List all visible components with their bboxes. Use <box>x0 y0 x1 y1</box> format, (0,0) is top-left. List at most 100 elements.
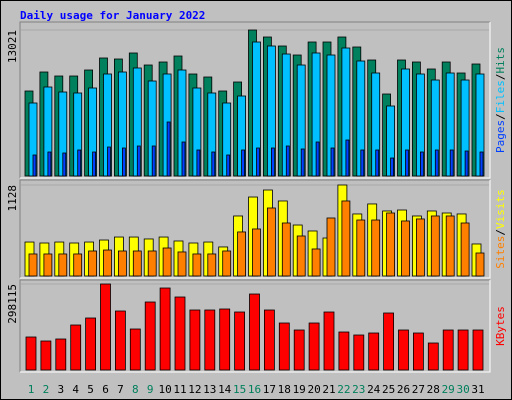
legend-entry: KBytes <box>494 306 507 346</box>
bar <box>28 253 38 277</box>
bar <box>430 215 440 277</box>
legend-separator: / <box>494 229 507 236</box>
bar <box>144 301 156 371</box>
x-tick-label: 22 <box>337 383 350 396</box>
bar <box>383 312 395 371</box>
bar <box>40 340 52 371</box>
bar <box>323 311 335 371</box>
legend-entry: Files <box>494 80 507 113</box>
bar <box>237 231 247 277</box>
bar <box>177 251 187 277</box>
x-tick-label: 27 <box>412 383 425 396</box>
bar <box>263 309 275 371</box>
bar <box>222 250 232 277</box>
x-tick-label: 16 <box>248 383 261 396</box>
bar <box>353 334 365 371</box>
x-tick-label: 1 <box>28 383 35 396</box>
bar <box>219 308 231 371</box>
bar <box>398 329 409 371</box>
x-tick-label: 25 <box>382 383 395 396</box>
bar <box>427 342 439 371</box>
legend: Pages/Files/Hits <box>494 47 507 153</box>
bar <box>249 293 260 371</box>
x-tick-label: 30 <box>456 383 469 396</box>
bar <box>412 332 424 371</box>
legend-separator: / <box>494 113 507 120</box>
x-tick-label: 14 <box>218 383 232 396</box>
x-tick-label: 23 <box>352 383 365 396</box>
bar <box>189 309 201 371</box>
bar <box>375 149 380 177</box>
bar <box>270 147 275 177</box>
x-tick-label: 17 <box>263 383 276 396</box>
x-tick-label: 7 <box>117 383 124 396</box>
bar <box>58 253 68 277</box>
bar <box>88 250 97 277</box>
bar <box>25 336 37 371</box>
x-tick-label: 21 <box>322 383 335 396</box>
x-tick-label: 28 <box>427 383 440 396</box>
bar <box>266 207 276 277</box>
bar <box>401 220 410 277</box>
bar <box>464 150 469 177</box>
panel-highlight <box>20 22 491 179</box>
bar <box>136 145 141 177</box>
legend-separator: / <box>494 74 507 81</box>
bar <box>181 141 186 177</box>
x-tick-label: 24 <box>367 383 381 396</box>
bar <box>442 329 454 371</box>
legend: KBytes <box>494 306 507 346</box>
bar <box>419 151 424 177</box>
y-tick-label: 13021 <box>6 30 19 63</box>
bar <box>449 149 454 177</box>
x-tick-label: 19 <box>293 383 306 396</box>
bar <box>115 310 126 371</box>
bar <box>341 200 351 277</box>
bar <box>151 145 156 177</box>
bar <box>192 253 202 277</box>
x-tick-label: 13 <box>203 383 216 396</box>
panel-shadow <box>19 279 490 372</box>
bar <box>308 322 320 371</box>
bar <box>207 253 217 277</box>
y-tick-label: 298115 <box>6 284 19 324</box>
panel-highlight <box>20 180 491 279</box>
panel-shadow <box>19 21 490 178</box>
bar <box>55 338 67 371</box>
bar <box>300 148 305 177</box>
bar <box>434 149 439 177</box>
bar <box>345 139 350 177</box>
x-tick-label: 31 <box>471 383 484 396</box>
legend-entry: Hits <box>494 47 507 74</box>
bar <box>390 157 395 177</box>
x-tick-label: 6 <box>102 383 109 396</box>
bar <box>356 219 366 277</box>
bar <box>47 151 52 177</box>
x-tick-label: 9 <box>147 383 154 396</box>
x-tick-label: 26 <box>397 383 410 396</box>
bar <box>122 147 126 177</box>
bar <box>457 329 469 371</box>
bar <box>278 322 290 371</box>
bar <box>338 331 350 371</box>
panel-highlight <box>20 280 491 373</box>
bar <box>234 311 246 371</box>
bar <box>162 247 172 277</box>
x-tick-label: 10 <box>158 383 171 396</box>
bar <box>281 222 291 277</box>
bar <box>256 147 260 177</box>
legend: Sites/Visits <box>494 189 507 269</box>
bar <box>226 154 231 177</box>
bar <box>118 250 127 277</box>
bar <box>62 152 67 177</box>
bar <box>326 217 336 277</box>
bar <box>415 218 425 277</box>
bar <box>147 250 157 277</box>
x-tick-label: 5 <box>87 383 94 396</box>
bar <box>77 149 82 177</box>
x-tick-label: 29 <box>442 383 455 396</box>
bar <box>204 309 216 371</box>
bar <box>107 146 111 177</box>
bar <box>129 328 141 371</box>
